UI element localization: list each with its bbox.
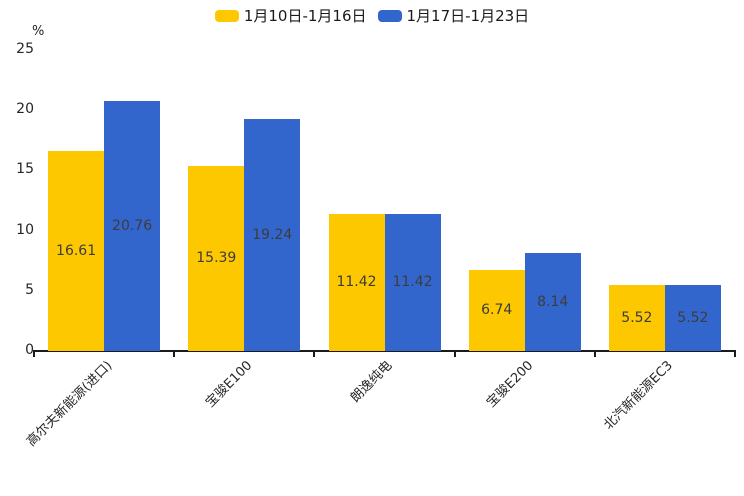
bar-value-label: 19.24: [252, 227, 293, 244]
legend-swatch: [377, 10, 402, 22]
bar: 5.52: [608, 284, 665, 351]
bar: 8.14: [524, 252, 581, 351]
bar-value-label: 11.42: [336, 274, 377, 291]
bar-value-label: 5.52: [621, 309, 653, 326]
y-tick-label: 0: [25, 342, 34, 358]
bar-value-label: 6.74: [481, 302, 513, 319]
legend-item-label: 1月10日-1月16日: [243, 7, 367, 25]
x-tick-label: 北汽新能源EC3: [601, 358, 677, 433]
bar: 11.42: [384, 213, 441, 351]
x-axis-tick: [453, 352, 456, 357]
y-tick-label: 10: [16, 221, 34, 238]
y-tick-label: 25: [16, 41, 34, 57]
bar-value-label: 15.39: [196, 250, 237, 267]
bar-value-label: 20.76: [112, 218, 153, 235]
x-tick-label: 宝骏E100: [203, 358, 256, 411]
y-tick-label: 15: [16, 161, 34, 178]
x-axis-tick: [313, 352, 316, 357]
bar: 15.39: [188, 165, 245, 351]
x-axis-tick: [734, 352, 736, 357]
y-tick-label: 20: [16, 101, 34, 118]
x-tick-label: 宝骏E200: [483, 358, 537, 411]
bar: 19.24: [244, 119, 301, 351]
bar: 20.76: [104, 101, 161, 351]
x-tick-label: 高尔夫新能源(进口): [24, 358, 116, 450]
bar-value-label: 8.14: [537, 293, 569, 310]
bar-value-label: 5.52: [677, 309, 709, 326]
legend: 1月10日-1月16日 1月17日-1月23日: [0, 7, 744, 25]
x-tick-label: 朗逸纯电: [348, 358, 396, 406]
x-axis-tick: [33, 352, 35, 357]
bar-value-label: 11.42: [392, 274, 433, 291]
bar: 6.74: [468, 269, 525, 351]
legend-item-label: 1月17日-1月23日: [406, 7, 530, 25]
x-axis-line: [33, 350, 736, 352]
bar: 5.52: [664, 284, 721, 351]
bar-value-label: 16.61: [56, 242, 97, 259]
legend-item: 1月10日-1月16日: [214, 7, 367, 25]
bar: 16.61: [48, 151, 105, 351]
y-tick-label: 5: [25, 281, 34, 298]
y-axis-unit-label: %: [32, 24, 45, 39]
x-axis-tick: [173, 352, 176, 357]
x-axis-tick: [593, 352, 596, 357]
bar: 11.42: [328, 213, 385, 351]
legend-item: 1月17日-1月23日: [377, 7, 530, 25]
legend-swatch: [214, 10, 239, 22]
